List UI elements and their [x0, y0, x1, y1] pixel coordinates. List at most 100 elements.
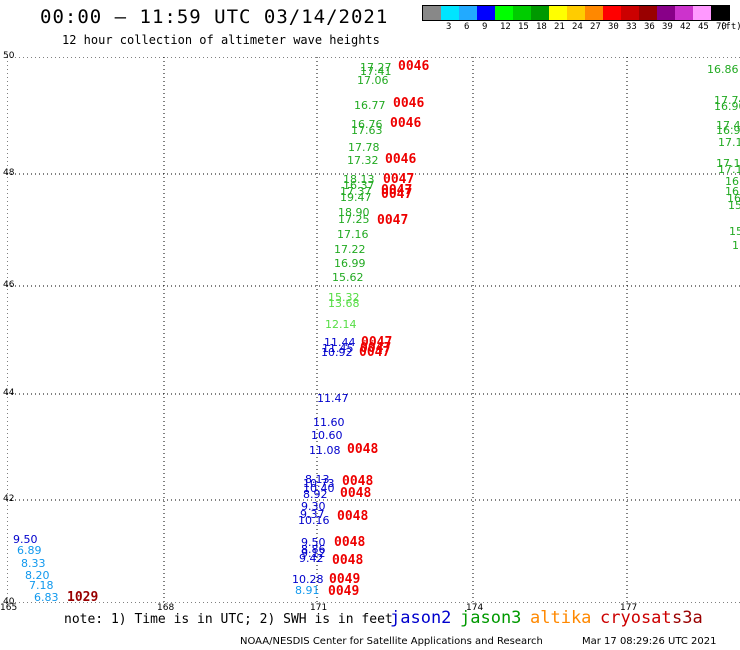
latitude-label: 40: [3, 597, 15, 607]
pass-time-label: 0049: [328, 584, 360, 599]
pass-time-label: 0048: [342, 474, 374, 489]
legend-swatch: [639, 6, 657, 20]
wave-height-value: 17.32: [347, 154, 379, 167]
wave-height-value: 17.74: [714, 94, 740, 107]
wave-height-value: 17.22: [334, 243, 366, 256]
legend-label: 6: [464, 22, 470, 32]
wave-height-value: 9.37: [300, 508, 325, 521]
longitude-label: 174: [466, 603, 484, 613]
wave-height-value: 17.06: [357, 74, 389, 87]
wave-height-value: 18.90: [338, 206, 370, 219]
wave-height-value: 13.68: [328, 297, 360, 310]
wave-height-value: 16.37: [343, 179, 375, 192]
satellite-name: jason2: [390, 608, 452, 628]
generated-timestamp: Mar 17 08:29:26 UTC 2021: [582, 636, 717, 647]
legend-label: 18: [536, 22, 547, 32]
wave-height-value: 17.78: [348, 141, 380, 154]
legend-swatch: [423, 6, 441, 20]
latitude-label: 42: [3, 494, 15, 504]
wave-height-value: 8.33: [21, 557, 46, 570]
wave-height-value: 11.45: [322, 342, 354, 355]
wave-height-value: 11.44: [324, 336, 356, 349]
wave-height-value: 11.08: [309, 444, 341, 457]
chart-title: 00:00 – 11:59 UTC 03/14/2021: [40, 6, 389, 28]
wave-height-value: 1: [732, 239, 739, 252]
wave-height-value: 16.99: [334, 257, 366, 270]
wave-height-value: 9.50: [301, 536, 326, 549]
credit-line: NOAA/NESDIS Center for Satellite Applica…: [240, 636, 543, 647]
wave-height-value: 8.86: [301, 543, 326, 556]
wave-height-value: 19.47: [340, 191, 372, 204]
wave-height-value: 17.27: [360, 61, 392, 74]
longitude-label: 177: [620, 603, 638, 613]
map-area: 50 48 46 44 42 40 165 168 171 174 177 17.27 17.41 1…: [0, 51, 740, 613]
legend-swatch: [459, 6, 477, 20]
legend-swatch: [567, 6, 585, 20]
wave-height-value: 15.62: [332, 271, 364, 284]
legend-swatch: [657, 6, 675, 20]
longitude-label: 165: [0, 603, 18, 613]
legend-swatch: [621, 6, 639, 20]
wave-height-value: 17.25: [338, 213, 370, 226]
wave-height-value: 9.12: [301, 547, 326, 560]
wave-height-value: 16.77: [354, 99, 386, 112]
wave-height-value: 12.14: [325, 318, 357, 331]
wave-height-value: 16.: [725, 185, 740, 198]
legend-swatch: [531, 6, 549, 20]
wave-height-value: 7.18: [29, 579, 54, 592]
longitude-label: 171: [310, 603, 328, 613]
pass-time-label: 0047: [383, 172, 415, 187]
wave-height-value: 15.32: [328, 291, 360, 304]
legend-unit: (ft): [720, 22, 740, 32]
legend-label: 45: [698, 22, 709, 32]
wave-height-value: 8.20: [25, 569, 50, 582]
chart-subtitle: 12 hour collection of altimeter wave hei…: [62, 33, 380, 47]
legend-label: 27: [590, 22, 601, 32]
wave-height-value: 11.60: [313, 416, 345, 429]
pass-time-label: 0047: [360, 341, 392, 356]
lat-lon-grid: [6, 56, 740, 604]
legend-label: 30: [608, 22, 619, 32]
wave-height-value: 17.37: [340, 185, 372, 198]
pass-time-label: 0047: [361, 335, 393, 350]
wave-height-value: 15: [729, 225, 740, 238]
wave-height-value: 8.91: [295, 584, 320, 597]
pass-time-label: 1029: [67, 590, 99, 605]
wave-height-value: 10.60: [311, 429, 343, 442]
legend-label: 3: [446, 22, 452, 32]
wave-height-value: 10.92: [321, 346, 353, 359]
legend-label: 24: [572, 22, 583, 32]
wave-height-value: 9.42: [299, 552, 324, 565]
wave-height-value: 10.73: [303, 477, 335, 490]
satellite-name: altika: [530, 608, 592, 628]
wave-height-value: 10.16: [298, 514, 330, 527]
wave-height-value: 17.4: [716, 119, 740, 132]
satellite-name: cryosat: [600, 608, 672, 628]
legend-label: 42: [680, 22, 691, 32]
legend-swatch: [675, 6, 693, 20]
pass-time-label: 0047: [381, 187, 413, 202]
wave-height-value: 10.28: [292, 573, 324, 586]
pass-time-label: 0048: [332, 553, 364, 568]
wave-height-value: 17.63: [351, 124, 383, 137]
latitude-label: 48: [3, 168, 15, 178]
wave-height-value: 11.47: [317, 392, 349, 405]
wave-height-value: 6.83: [34, 591, 59, 604]
legend-swatch: [477, 6, 495, 20]
legend-swatch: [495, 6, 513, 20]
legend-swatch: [693, 6, 711, 20]
wave-height-value: 17.1: [716, 157, 740, 170]
latitude-label: 46: [3, 280, 15, 290]
wave-height-value: 8.13: [305, 473, 330, 486]
legend-label: 21: [554, 22, 565, 32]
wave-height-value: 6.89: [17, 544, 42, 557]
legend-swatch: [711, 6, 729, 20]
wave-height-value: 18.13: [343, 173, 375, 186]
color-scale-labels: 3 6 9 12 15 18 21 24 27 30 33 36 39 42 45 70 (ft): [422, 22, 740, 34]
wave-height-value: 16.76: [351, 118, 383, 131]
wave-height-value: 8.92: [303, 488, 328, 501]
color-scale-legend: [422, 5, 730, 21]
wave-height-value: 16: [727, 192, 740, 205]
wave-height-value: 9.50: [13, 533, 38, 546]
pass-time-label: 0048: [337, 509, 369, 524]
